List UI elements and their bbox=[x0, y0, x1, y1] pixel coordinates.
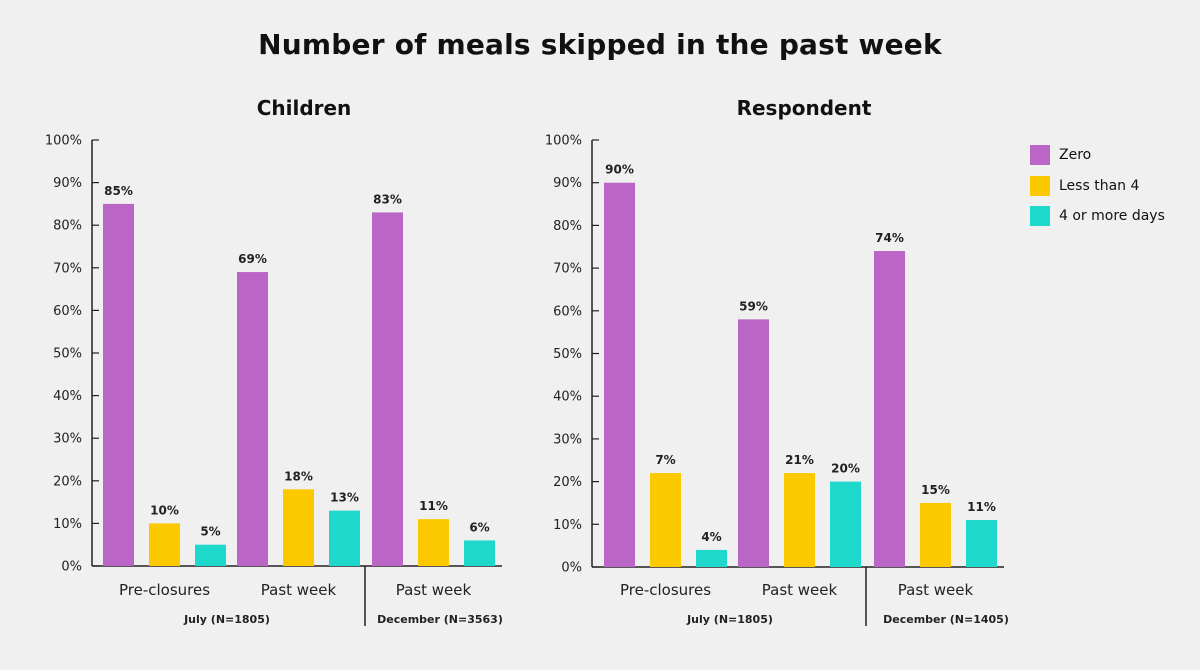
respondent-bar-4-or-more-days bbox=[696, 549, 727, 567]
respondent-bar-less-than-4 bbox=[920, 502, 951, 567]
legend: Zero Less than 4 4 or more days bbox=[1030, 140, 1165, 232]
children-bar-less-than-4 bbox=[418, 519, 449, 566]
respondent-bar-value-label: 74% bbox=[875, 231, 904, 245]
children-category-label: Past week bbox=[396, 581, 472, 599]
children-bar-zero bbox=[372, 212, 403, 567]
children-bar-zero bbox=[103, 203, 134, 566]
respondent-y-tick-label: 0% bbox=[561, 561, 582, 576]
children-y-tick-label: 80% bbox=[53, 219, 82, 234]
children-y-tick-label: 10% bbox=[53, 517, 82, 532]
respondent-bar-value-label: 4% bbox=[701, 530, 721, 544]
respondent-y-tick-label: 50% bbox=[553, 347, 582, 362]
children-bar-value-label: 83% bbox=[373, 192, 402, 206]
children-group-label: December (N=3563) bbox=[377, 613, 503, 626]
legend-label-4-or-more: 4 or more days bbox=[1059, 208, 1165, 225]
children-bar-4-or-more-days bbox=[195, 544, 226, 566]
respondent-group-label: July (N=1805) bbox=[686, 613, 773, 626]
legend-item-zero: Zero bbox=[1030, 140, 1165, 171]
respondent-bar-value-label: 20% bbox=[831, 462, 860, 476]
respondent-y-tick-label: 40% bbox=[553, 390, 582, 405]
respondent-category-label: Past week bbox=[898, 581, 974, 599]
legend-label-zero: Zero bbox=[1059, 147, 1092, 164]
respondent-bar-value-label: 90% bbox=[605, 163, 634, 177]
children-y-tick-label: 20% bbox=[53, 474, 82, 489]
children-bar-value-label: 6% bbox=[469, 520, 489, 534]
respondent-bar-value-label: 15% bbox=[921, 483, 950, 497]
children-y-tick-label: 40% bbox=[53, 389, 82, 404]
children-bar-value-label: 11% bbox=[419, 499, 448, 513]
respondent-y-tick-label: 60% bbox=[553, 304, 582, 319]
legend-label-less-than-4: Less than 4 bbox=[1059, 177, 1140, 194]
respondent-bar-value-label: 21% bbox=[785, 453, 814, 467]
respondent-bar-zero bbox=[874, 251, 905, 567]
children-panel-title: Children bbox=[257, 96, 352, 120]
respondent-y-tick-label: 30% bbox=[553, 432, 582, 447]
respondent-bar-less-than-4 bbox=[784, 473, 815, 567]
legend-swatch-zero bbox=[1030, 145, 1050, 166]
children-y-tick-label: 60% bbox=[53, 304, 82, 319]
chart-title: Number of meals skipped in the past week bbox=[258, 28, 942, 61]
respondent-bar-value-label: 11% bbox=[967, 500, 996, 514]
children-bar-value-label: 13% bbox=[330, 491, 359, 505]
respondent-y-tick-label: 80% bbox=[553, 219, 582, 234]
children-bar-less-than-4 bbox=[283, 489, 314, 566]
legend-item-4-or-more: 4 or more days bbox=[1030, 201, 1165, 232]
children-bar-value-label: 5% bbox=[200, 525, 220, 539]
respondent-y-tick-label: 70% bbox=[553, 262, 582, 277]
children-y-tick-label: 100% bbox=[45, 134, 82, 149]
legend-swatch-4-or-more bbox=[1030, 206, 1050, 227]
respondent-y-tick-label: 100% bbox=[545, 134, 582, 149]
respondent-bar-zero bbox=[604, 182, 635, 567]
children-category-label: Past week bbox=[261, 581, 337, 599]
respondent-group-label: December (N=1405) bbox=[883, 613, 1009, 626]
legend-item-less-than-4: Less than 4 bbox=[1030, 171, 1165, 202]
respondent-category-label: Pre-closures bbox=[620, 581, 711, 599]
children-bar-value-label: 85% bbox=[104, 184, 133, 198]
respondent-bar-4-or-more-days bbox=[830, 481, 861, 567]
children-y-tick-label: 30% bbox=[53, 432, 82, 447]
legend-swatch-less-than-4 bbox=[1030, 175, 1050, 196]
children-group-label: July (N=1805) bbox=[183, 613, 270, 626]
children-bar-value-label: 10% bbox=[150, 503, 179, 517]
respondent-bar-less-than-4 bbox=[650, 473, 681, 567]
children-bar-4-or-more-days bbox=[464, 540, 495, 566]
children-bar-value-label: 18% bbox=[284, 469, 313, 483]
children-y-tick-label: 70% bbox=[53, 261, 82, 276]
children-category-label: Pre-closures bbox=[119, 581, 210, 599]
children-bar-4-or-more-days bbox=[329, 510, 360, 566]
children-bar-less-than-4 bbox=[149, 523, 180, 566]
respondent-bar-value-label: 7% bbox=[655, 453, 675, 467]
respondent-category-label: Past week bbox=[762, 581, 838, 599]
children-y-tick-label: 0% bbox=[61, 560, 82, 575]
respondent-y-tick-label: 20% bbox=[553, 475, 582, 490]
respondent-bar-value-label: 59% bbox=[739, 299, 768, 313]
respondent-panel-title: Respondent bbox=[737, 96, 872, 120]
respondent-y-tick-label: 90% bbox=[553, 176, 582, 191]
children-y-tick-label: 50% bbox=[53, 347, 82, 362]
respondent-bar-4-or-more-days bbox=[966, 520, 997, 567]
children-bar-zero bbox=[237, 272, 268, 566]
respondent-y-tick-label: 10% bbox=[553, 518, 582, 533]
children-bar-value-label: 69% bbox=[238, 252, 267, 266]
respondent-bar-zero bbox=[738, 319, 769, 567]
children-y-tick-label: 90% bbox=[53, 176, 82, 191]
